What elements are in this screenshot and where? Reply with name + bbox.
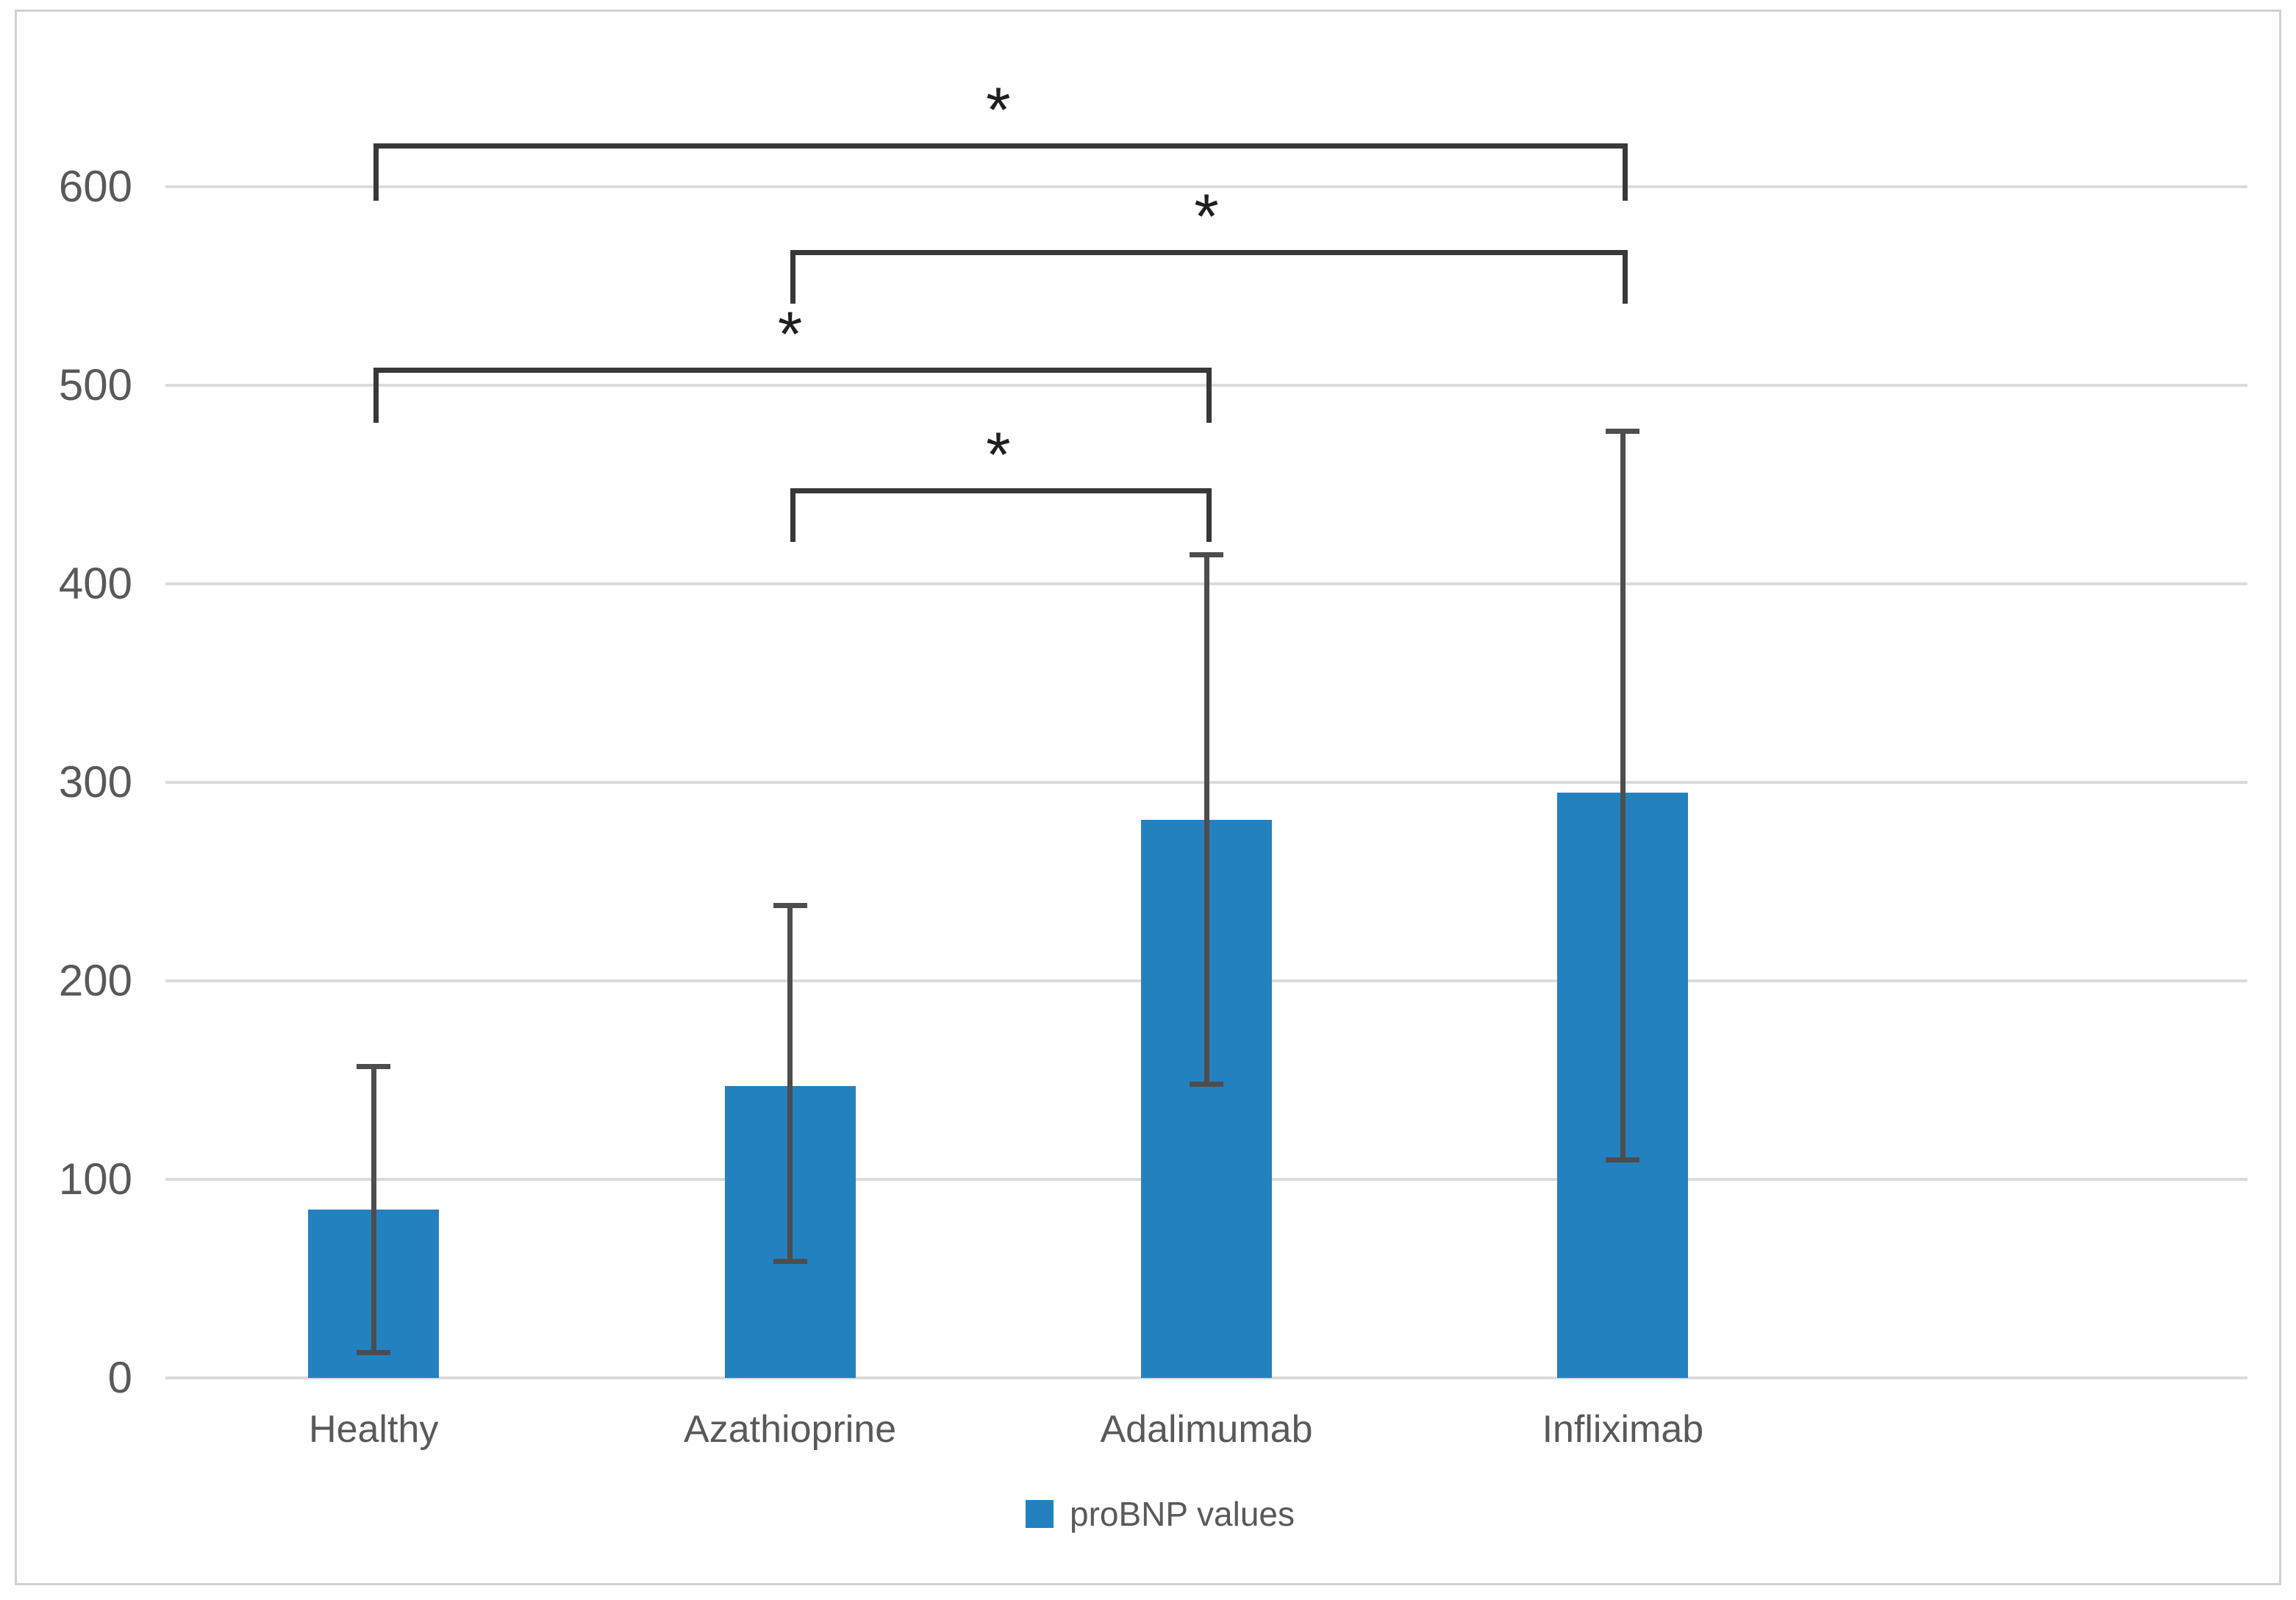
error-cap-top-infliximab <box>1606 429 1640 435</box>
y-tick-label-300: 300 <box>58 757 132 807</box>
error-cap-top-azathioprine <box>773 903 807 909</box>
error-cap-bottom-adalimumab <box>1190 1082 1223 1088</box>
sig-bracket-azathioprine-infliximab-leg-left <box>790 250 795 304</box>
sig-bracket-azathioprine-adalimumab-leg-left <box>790 488 795 543</box>
error-cap-top-adalimumab <box>1190 551 1223 557</box>
legend-label: proBNP values <box>1070 1495 1295 1533</box>
sig-bracket-healthy-adalimumab-bar <box>373 367 1212 373</box>
gridline-600 <box>165 185 2247 188</box>
error-cap-bottom-infliximab <box>1606 1157 1640 1162</box>
sig-asterisk-sig-bracket-azathioprine-adalimumab: * <box>986 420 1011 491</box>
y-tick-label-0: 0 <box>107 1353 132 1402</box>
error-bar-healthy <box>371 1066 376 1352</box>
y-tick-label-400: 400 <box>58 559 132 608</box>
sig-asterisk-sig-bracket-healthy-adalimumab: * <box>777 299 803 370</box>
error-bar-adalimumab <box>1204 554 1209 1085</box>
sig-bracket-healthy-adalimumab-leg-right <box>1206 367 1212 424</box>
error-cap-bottom-azathioprine <box>773 1258 807 1264</box>
sig-asterisk-sig-bracket-healthy-infliximab: * <box>986 74 1011 146</box>
y-tick-label-600: 600 <box>58 162 132 211</box>
error-bar-infliximab <box>1620 431 1626 1160</box>
sig-bracket-azathioprine-infliximab-leg-right <box>1623 250 1628 304</box>
sig-bracket-azathioprine-adalimumab-leg-right <box>1206 488 1212 543</box>
x-label-healthy: Healthy <box>309 1408 439 1451</box>
y-tick-label-200: 200 <box>58 956 132 1005</box>
x-label-azathioprine: Azathioprine <box>684 1408 897 1451</box>
x-label-adalimumab: Adalimumab <box>1100 1408 1313 1451</box>
y-tick-label-500: 500 <box>58 360 132 410</box>
sig-bracket-azathioprine-infliximab-bar <box>790 250 1628 256</box>
sig-asterisk-sig-bracket-azathioprine-infliximab: * <box>1194 182 1219 253</box>
error-cap-bottom-healthy <box>357 1349 391 1355</box>
legend-marker-icon <box>1026 1500 1054 1528</box>
sig-bracket-healthy-adalimumab-leg-left <box>373 367 379 424</box>
x-label-infliximab: Infliximab <box>1542 1408 1704 1451</box>
legend: proBNP values <box>1026 1494 1295 1534</box>
sig-bracket-azathioprine-adalimumab-bar <box>790 488 1212 494</box>
y-tick-label-100: 100 <box>58 1154 132 1204</box>
error-cap-top-healthy <box>357 1064 391 1070</box>
sig-bracket-healthy-infliximab-bar <box>373 143 1628 149</box>
gridline-0 <box>165 1376 2247 1379</box>
sig-bracket-healthy-infliximab-leg-right <box>1623 143 1628 201</box>
sig-bracket-healthy-infliximab-leg-left <box>373 143 379 201</box>
error-bar-azathioprine <box>787 905 793 1261</box>
